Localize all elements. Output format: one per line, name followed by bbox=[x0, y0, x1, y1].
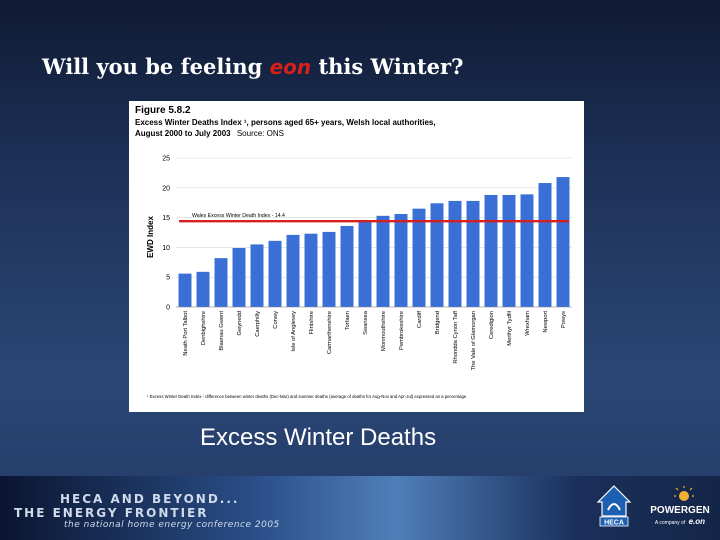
x-tick-label: Flintshire bbox=[309, 311, 315, 335]
bar bbox=[304, 233, 318, 307]
chart-footnote: ¹ Excess Winter Death Index - difference… bbox=[147, 394, 467, 399]
reference-line-group: Wales Excess Winter Death Index - 14.4 bbox=[179, 213, 569, 223]
x-tick-label: Caerphilly bbox=[255, 311, 261, 337]
footer-line2: THE ENERGY FRONTIER bbox=[14, 506, 209, 520]
x-tick-label: Torfaen bbox=[345, 311, 351, 330]
powergen-sub: A company of e.on bbox=[655, 517, 705, 526]
figure-label: Figure 5.8.2 bbox=[135, 105, 191, 116]
sun-icon bbox=[674, 486, 694, 501]
bar bbox=[538, 183, 552, 307]
x-tick-label: Newport bbox=[543, 311, 549, 333]
bar bbox=[214, 258, 228, 307]
powergen-label: POWERGEN bbox=[650, 505, 709, 516]
bar bbox=[340, 225, 354, 307]
x-tick-label: Carmarthenshire bbox=[327, 311, 333, 354]
bar bbox=[502, 194, 516, 307]
slide-title-part1: Will you be feeling bbox=[42, 54, 263, 79]
y-axis-ticks: 0 5 10 15 20 25 bbox=[162, 156, 170, 312]
x-axis-labels: Neath Port Talbot Denbighshire Blaenau Gwe… bbox=[183, 310, 567, 370]
x-tick-label: Conwy bbox=[273, 311, 279, 329]
bar bbox=[412, 208, 426, 307]
x-tick-label: Blaenau Gwent bbox=[219, 311, 225, 351]
bar bbox=[358, 221, 372, 307]
bar bbox=[448, 200, 462, 307]
x-tick-label: Bridgend bbox=[435, 311, 441, 334]
chart-title-line2: August 2000 to July 2003 Source: ONS bbox=[135, 129, 284, 138]
x-tick-label: Merthyr Tydfil bbox=[507, 311, 513, 346]
slide-caption: Excess Winter Deaths bbox=[200, 424, 437, 451]
bar bbox=[394, 214, 408, 307]
bar-chart: Figure 5.8.2 Excess Winter Deaths Index … bbox=[135, 105, 572, 399]
x-tick-label: Swansea bbox=[363, 310, 369, 335]
y-tick-label: 20 bbox=[162, 185, 170, 192]
x-tick-label: Gwynedd bbox=[237, 311, 243, 336]
bar bbox=[250, 244, 264, 307]
bars bbox=[176, 177, 572, 308]
chart-title: Excess Winter Deaths Index ¹, persons ag… bbox=[135, 118, 436, 127]
x-tick-label: Neath Port Talbot bbox=[183, 311, 189, 356]
bar bbox=[232, 247, 246, 307]
y-tick-label: 5 bbox=[166, 275, 170, 282]
y-tick-label: 0 bbox=[166, 305, 170, 312]
footer-line1: HECA AND BEYOND... bbox=[60, 492, 240, 506]
x-tick-label: Powys bbox=[561, 311, 567, 328]
powergen-logo: POWERGEN A company of e.on bbox=[650, 486, 710, 526]
x-tick-label: The Vale of Glamorgan bbox=[471, 311, 477, 371]
x-tick-label: Rhondda Cynon Taff bbox=[453, 311, 459, 364]
slide-title-part2: this Winter? bbox=[318, 54, 464, 79]
heca-label: HECA bbox=[604, 520, 624, 527]
bar bbox=[196, 271, 210, 307]
y-axis-label: EWD Index bbox=[146, 216, 155, 258]
eon-logo-text: eon bbox=[269, 55, 312, 79]
bar bbox=[466, 200, 480, 307]
bar bbox=[322, 231, 336, 307]
footer-band: HECA AND BEYOND... THE ENERGY FRONTIER t… bbox=[0, 476, 720, 540]
slide-title: Will you be feeling eon this Winter? bbox=[42, 54, 463, 79]
y-tick-label: 25 bbox=[162, 156, 170, 163]
chart-source: Source: ONS bbox=[237, 129, 284, 138]
y-tick-label: 10 bbox=[162, 245, 170, 252]
x-tick-label: Ceredigion bbox=[489, 311, 495, 339]
bar bbox=[268, 240, 282, 307]
bar bbox=[286, 234, 300, 307]
heca-logo: HECA bbox=[596, 485, 632, 527]
bar bbox=[556, 177, 570, 307]
chart-figure: Figure 5.8.2 Excess Winter Deaths Index … bbox=[129, 101, 584, 412]
reference-line-label: Wales Excess Winter Death Index - 14.4 bbox=[192, 213, 285, 219]
eon-brand: e.on bbox=[689, 517, 706, 526]
x-tick-label: Wrexham bbox=[525, 311, 531, 336]
bar bbox=[430, 203, 444, 307]
bar bbox=[178, 273, 192, 307]
x-tick-label: Pembrokeshire bbox=[399, 311, 405, 350]
footer-line3: the national home energy conference 2005 bbox=[64, 520, 280, 530]
bar bbox=[520, 194, 534, 307]
y-tick-label: 15 bbox=[162, 215, 170, 222]
bar bbox=[484, 194, 498, 307]
bar bbox=[376, 215, 390, 307]
x-tick-label: Denbighshire bbox=[201, 311, 207, 345]
x-tick-label: Monmouthshire bbox=[381, 311, 387, 351]
x-tick-label: Isle of Anglesey bbox=[291, 311, 297, 352]
chart-date-range: August 2000 to July 2003 bbox=[135, 129, 231, 138]
x-tick-label: Cardiff bbox=[417, 311, 423, 328]
